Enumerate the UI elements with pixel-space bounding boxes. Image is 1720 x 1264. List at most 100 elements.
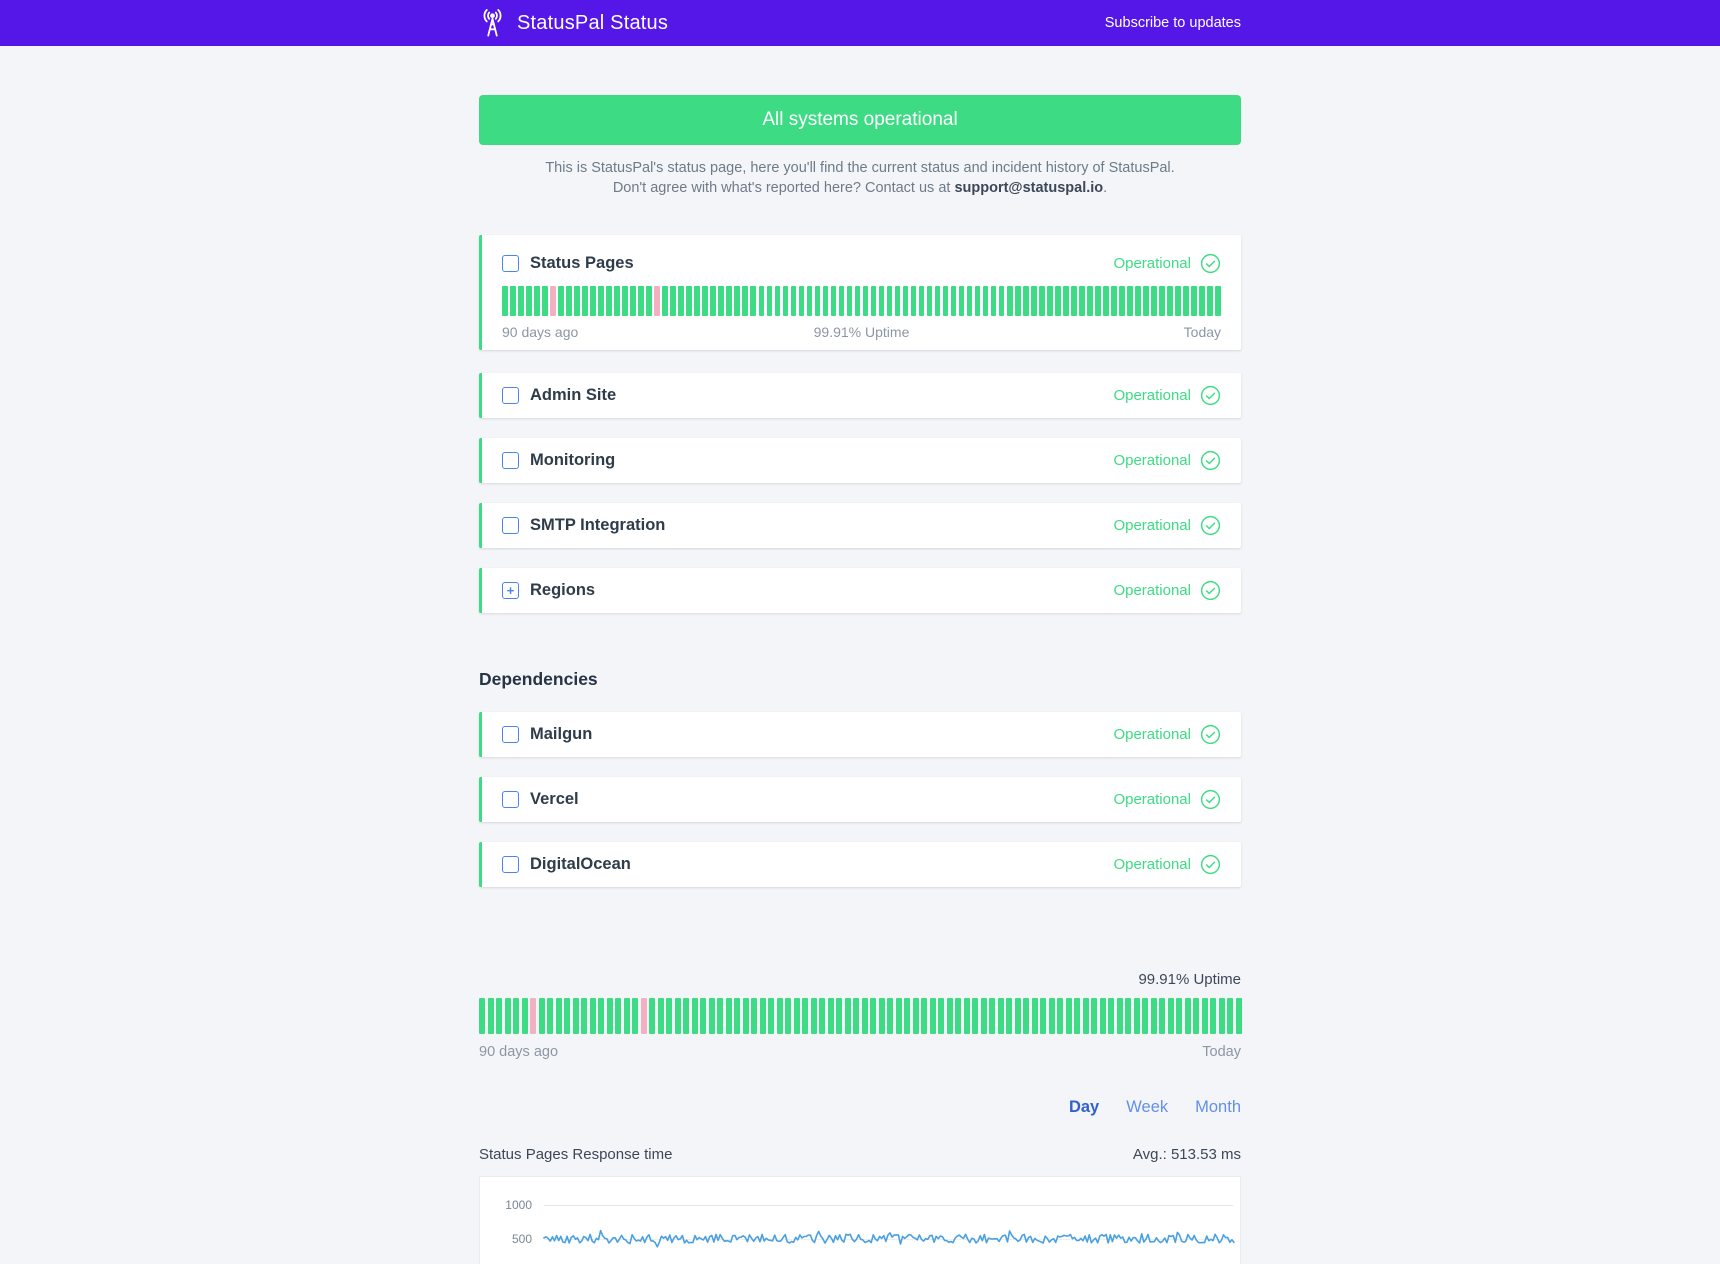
uptime-bar-up[interactable]: [1135, 286, 1141, 316]
uptime-bar-up[interactable]: [776, 998, 783, 1034]
expand-group-button[interactable]: [502, 791, 519, 808]
uptime-bar-up[interactable]: [966, 286, 973, 316]
uptime-bar-up[interactable]: [1023, 998, 1029, 1034]
uptime-bar-up[interactable]: [878, 286, 885, 316]
uptime-bar-up[interactable]: [946, 998, 953, 1034]
uptime-bar-up[interactable]: [751, 998, 757, 1034]
uptime-bar-up[interactable]: [904, 998, 910, 1034]
uptime-bar-up[interactable]: [1048, 998, 1055, 1034]
tab-day[interactable]: Day: [1068, 1098, 1100, 1116]
uptime-bar-up[interactable]: [910, 286, 917, 316]
uptime-bar-up[interactable]: [887, 998, 893, 1034]
uptime-bar-up[interactable]: [1057, 998, 1063, 1034]
uptime-bar-up[interactable]: [929, 998, 936, 1034]
uptime-bar-up[interactable]: [822, 286, 829, 316]
uptime-bar-up[interactable]: [1103, 286, 1109, 316]
uptime-bar-up[interactable]: [886, 286, 893, 316]
uptime-bar-up[interactable]: [1142, 998, 1148, 1034]
uptime-bar-up[interactable]: [538, 998, 545, 1034]
uptime-bar-up[interactable]: [678, 286, 684, 316]
uptime-bar-up[interactable]: [589, 998, 596, 1034]
uptime-bar-up[interactable]: [1116, 998, 1123, 1034]
uptime-bar-up[interactable]: [942, 286, 949, 316]
uptime-bar-up[interactable]: [1159, 998, 1165, 1034]
uptime-bar-up[interactable]: [1006, 286, 1013, 316]
uptime-bar-up[interactable]: [862, 286, 869, 316]
uptime-bar-up[interactable]: [649, 998, 655, 1034]
uptime-bar-up[interactable]: [1199, 286, 1205, 316]
uptime-bar-up[interactable]: [574, 286, 580, 316]
expand-group-button[interactable]: [502, 387, 519, 404]
subscribe-link[interactable]: Subscribe to updates: [1104, 15, 1241, 31]
uptime-bar-up[interactable]: [998, 286, 1005, 316]
uptime-bar-up[interactable]: [1095, 286, 1101, 316]
uptime-bar-up[interactable]: [534, 286, 540, 316]
uptime-bar-up[interactable]: [734, 998, 740, 1034]
uptime-bar-up[interactable]: [526, 286, 532, 316]
uptime-bar-up[interactable]: [895, 998, 902, 1034]
uptime-bar-up[interactable]: [542, 286, 548, 316]
uptime-bar-up[interactable]: [1074, 998, 1080, 1034]
uptime-bar-up[interactable]: [814, 286, 821, 316]
uptime-bar-up[interactable]: [666, 998, 672, 1034]
uptime-bar-up[interactable]: [683, 998, 689, 1034]
uptime-bar-up[interactable]: [810, 998, 817, 1034]
uptime-bar-up[interactable]: [830, 286, 837, 316]
uptime-bar-up[interactable]: [606, 286, 612, 316]
uptime-bar-up[interactable]: [1127, 286, 1133, 316]
uptime-bar-up[interactable]: [844, 998, 851, 1034]
uptime-bar-up[interactable]: [1201, 998, 1208, 1034]
uptime-bar-up[interactable]: [974, 286, 981, 316]
uptime-bar-up[interactable]: [1183, 286, 1189, 316]
uptime-bar-up[interactable]: [564, 998, 570, 1034]
uptime-bar-up[interactable]: [1215, 286, 1221, 316]
uptime-bar-up[interactable]: [997, 998, 1004, 1034]
uptime-bar-up[interactable]: [513, 998, 519, 1034]
uptime-bar-up[interactable]: [980, 998, 987, 1034]
uptime-bar-up[interactable]: [782, 286, 789, 316]
uptime-bar-up[interactable]: [694, 286, 700, 316]
uptime-bar-up[interactable]: [1111, 286, 1117, 316]
uptime-bar-up[interactable]: [646, 286, 652, 316]
uptime-bar-up[interactable]: [950, 286, 957, 316]
uptime-bar-up[interactable]: [555, 998, 562, 1034]
uptime-bar-up[interactable]: [662, 286, 668, 316]
uptime-bar-up[interactable]: [1079, 286, 1085, 316]
uptime-bar-up[interactable]: [630, 286, 636, 316]
uptime-bar-up[interactable]: [861, 998, 868, 1034]
uptime-bar-up[interactable]: [759, 998, 766, 1034]
uptime-bar-up[interactable]: [1193, 998, 1199, 1034]
uptime-bar-up[interactable]: [1167, 286, 1173, 316]
uptime-bar-up[interactable]: [502, 286, 508, 316]
uptime-bar-up[interactable]: [566, 286, 572, 316]
uptime-bar-up[interactable]: [1099, 998, 1106, 1034]
uptime-bar-up[interactable]: [1143, 286, 1149, 316]
uptime-bar-up[interactable]: [1235, 998, 1242, 1034]
uptime-bar-up[interactable]: [758, 286, 765, 316]
uptime-bar-up[interactable]: [1175, 286, 1181, 316]
uptime-bar-up[interactable]: [853, 998, 859, 1034]
uptime-bar-up[interactable]: [1227, 998, 1233, 1034]
uptime-bar-up[interactable]: [686, 286, 692, 316]
uptime-bar-up[interactable]: [1210, 998, 1216, 1034]
uptime-bar-up[interactable]: [521, 998, 528, 1034]
uptime-bar-up[interactable]: [518, 286, 524, 316]
uptime-bar-up[interactable]: [926, 286, 933, 316]
uptime-bar-up[interactable]: [1055, 286, 1061, 316]
expand-group-button[interactable]: [502, 255, 519, 272]
uptime-bar-up[interactable]: [972, 998, 978, 1034]
expand-group-button[interactable]: [502, 452, 519, 469]
expand-regions-button[interactable]: +: [502, 582, 519, 599]
uptime-bar-up[interactable]: [912, 998, 919, 1034]
uptime-bar-up[interactable]: [938, 998, 944, 1034]
uptime-bar-up[interactable]: [1184, 998, 1191, 1034]
uptime-bar-up[interactable]: [1063, 286, 1069, 316]
uptime-bar-up[interactable]: [657, 998, 664, 1034]
uptime-bar-up[interactable]: [955, 998, 961, 1034]
uptime-bar-up[interactable]: [1071, 286, 1077, 316]
uptime-bar-up[interactable]: [1015, 286, 1021, 316]
uptime-bar-up[interactable]: [870, 286, 877, 316]
uptime-bar-up[interactable]: [1065, 998, 1072, 1034]
uptime-bar-up[interactable]: [934, 286, 941, 316]
uptime-bar-down[interactable]: [530, 998, 536, 1034]
